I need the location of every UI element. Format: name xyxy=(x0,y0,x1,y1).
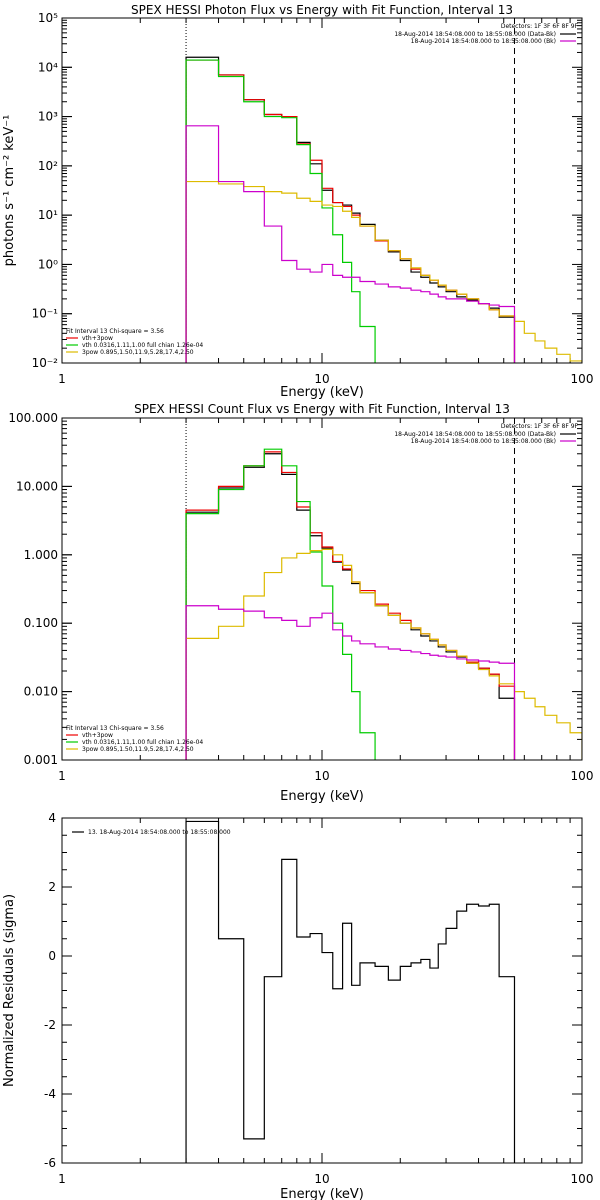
chart-panel-1: SPEX HESSI Photon Flux vs Energy with Fi… xyxy=(2,3,593,400)
y-tick-label: -4 xyxy=(44,1087,56,1101)
series-group xyxy=(185,448,582,760)
legend-entry: 3pow 0.895,1.50,11.9,5.28,17.4,2.50 xyxy=(82,349,194,356)
series-group xyxy=(185,820,516,1163)
y-tick-label: 10² xyxy=(38,159,58,173)
y-tick-label: 2 xyxy=(48,880,56,894)
series-line-5 xyxy=(185,125,516,363)
y-tick-label: 10⁰ xyxy=(38,257,58,271)
series-line-4 xyxy=(185,180,582,363)
series-line-1 xyxy=(185,56,516,363)
legend-entry: 3pow 0.895,1.50,11.9,5.28,17.4,2.50 xyxy=(82,746,194,753)
y-tick-label: -6 xyxy=(44,1156,56,1170)
x-tick-label: 100 xyxy=(571,1172,594,1186)
legend-entry: 18-Aug-2014 18:54:08.000 to 18:55:08.000… xyxy=(394,31,556,38)
x-tick-label: 10 xyxy=(314,1172,329,1186)
chart-panel-2: SPEX HESSI Count Flux vs Energy with Fit… xyxy=(8,402,593,804)
y-tick-label: 10³ xyxy=(38,110,58,124)
chart-title: SPEX HESSI Count Flux vs Energy with Fit… xyxy=(134,402,510,416)
legend-fit-header: Fit Interval 13 Chi-square = 3.56 xyxy=(66,328,164,335)
y-tick-label: 10.000 xyxy=(16,479,58,493)
y-tick-label: 1.000 xyxy=(24,548,58,562)
legend-entry: vth 0.0316,1.11,1.00 full chian 1.26e-04 xyxy=(82,342,203,349)
x-tick-label: 10 xyxy=(314,769,329,783)
plot-frame xyxy=(61,417,583,761)
series-line-1 xyxy=(185,453,516,760)
x-tick-label: 100 xyxy=(571,372,594,386)
chart-title: SPEX HESSI Photon Flux vs Energy with Fi… xyxy=(131,3,513,17)
x-tick-label: 1 xyxy=(58,1172,66,1186)
y-axis-label: Normalized Residuals (sigma) xyxy=(2,894,17,1087)
chart-panel-3: 1 10 100 -6 -4 -2 0 2 4 Energy (keV) Normalized Re… xyxy=(2,811,593,1200)
legend-detectors: Detectors: 1F 3F 6F 8F 9F xyxy=(501,23,579,30)
legend-entry: 18-Aug-2014 18:54:08.000 to 18:55:08.000… xyxy=(411,38,556,45)
y-tick-label: 10⁴ xyxy=(38,60,58,74)
x-tick-label: 1 xyxy=(58,372,66,386)
x-tick-label: 1 xyxy=(58,769,66,783)
legend-entry: vth+3pow xyxy=(82,732,113,739)
legend-detectors: Detectors: 1F 3F 6F 8F 9F xyxy=(501,423,579,430)
series-line-2 xyxy=(185,451,516,760)
series-line-3 xyxy=(185,59,376,363)
plot-frame xyxy=(61,17,583,364)
x-tick-label: 10 xyxy=(314,372,329,386)
y-tick-label: 0 xyxy=(48,949,56,963)
series-line-3 xyxy=(185,448,376,760)
series-line-1 xyxy=(185,820,516,1163)
legend-entry: 13. 18-Aug-2014 18:54:08.000 to 18:55:08… xyxy=(88,829,231,836)
x-axis-label: Energy (keV) xyxy=(280,385,364,400)
x-tick-label: 100 xyxy=(571,769,594,783)
y-tick-label: 0.010 xyxy=(24,685,58,699)
x-axis-label: Energy (keV) xyxy=(280,1187,364,1200)
y-tick-label: 10⁵ xyxy=(38,11,58,25)
y-tick-label: 10⁻¹ xyxy=(32,307,59,321)
y-tick-label: 4 xyxy=(48,811,56,825)
series-group xyxy=(185,56,582,363)
legend-fit-header: Fit Interval 13 Chi-square = 3.56 xyxy=(66,725,164,732)
legend-entry: vth+3pow xyxy=(82,335,113,342)
y-axis-label: photons s⁻¹ cm⁻² keV⁻¹ xyxy=(2,115,17,267)
plot-frame xyxy=(61,817,583,1164)
series-line-4 xyxy=(185,548,582,760)
x-axis-label: Energy (keV) xyxy=(280,789,364,804)
y-tick-label: 0.100 xyxy=(24,616,58,630)
y-tick-label: 10⁻² xyxy=(32,356,59,370)
y-tick-label: -2 xyxy=(44,1018,56,1032)
y-tick-label: 100.000 xyxy=(8,411,58,425)
legend-entry: 18-Aug-2014 18:54:08.000 to 18:55:08.000… xyxy=(411,438,556,445)
legend-entry: 18-Aug-2014 18:54:08.000 to 18:55:08.000… xyxy=(394,431,556,438)
y-tick-label: 10¹ xyxy=(38,208,58,222)
y-tick-label: 0.001 xyxy=(24,753,58,767)
legend-entry: vth 0.0316,1.11,1.00 full chian 1.26e-04 xyxy=(82,739,203,746)
series-line-5 xyxy=(185,605,516,760)
